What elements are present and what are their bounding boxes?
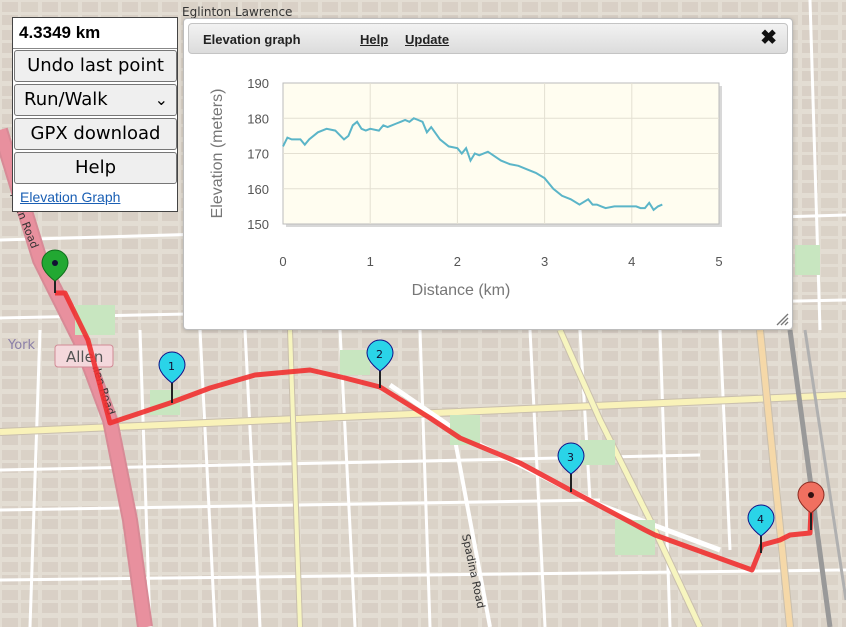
activity-mode-select[interactable]: Run/Walk ⌄ xyxy=(14,84,177,116)
waypoint-marker-1[interactable]: 1 xyxy=(158,351,186,403)
york-label: York xyxy=(7,338,36,353)
y-tick-label: 180 xyxy=(247,111,269,126)
close-icon[interactable]: ✖ xyxy=(760,27,777,49)
x-tick-label: 0 xyxy=(279,254,286,269)
y-axis-label: Elevation (meters) xyxy=(209,89,226,219)
y-tick-label: 190 xyxy=(247,76,269,91)
end-marker[interactable] xyxy=(797,481,825,530)
start-marker[interactable] xyxy=(41,249,69,293)
route-control-panel: 4.3349 km Undo last point Run/Walk ⌄ GPX… xyxy=(12,17,178,212)
y-tick-label: 170 xyxy=(247,147,269,162)
dialog-header[interactable]: Elevation graph Help Update ✖ xyxy=(188,23,788,54)
gpx-download-button[interactable]: GPX download xyxy=(14,118,177,150)
waypoint-marker-4[interactable]: 4 xyxy=(747,504,775,553)
chart-plot-area: 0 1 2 3 4 5 150 160 170 180 190 Distance (km) Elevat… xyxy=(209,76,723,299)
total-distance: 4.3349 km xyxy=(13,18,177,49)
chevron-down-icon: ⌄ xyxy=(154,90,168,109)
dialog-update-link[interactable]: Update xyxy=(405,32,450,47)
waypoint-4-number: 4 xyxy=(757,513,764,526)
elevation-chart: 0 1 2 3 4 5 150 160 170 180 190 Distance (km) Elevat… xyxy=(209,76,723,299)
x-axis-label: Distance (km) xyxy=(412,282,511,299)
waypoint-3-number: 3 xyxy=(567,451,574,464)
elevation-graph-link[interactable]: Elevation Graph xyxy=(20,189,121,205)
eglinton-label: Eglinton Lawrence xyxy=(182,5,292,19)
help-button[interactable]: Help xyxy=(14,152,177,184)
x-tick-label: 2 xyxy=(454,254,461,269)
resize-handle-icon[interactable] xyxy=(775,312,789,326)
activity-mode-value: Run/Walk xyxy=(24,89,108,110)
elevation-graph-dialog: Elevation graph Help Update ✖ 0 1 2 3 4 5 150 1… xyxy=(183,18,793,330)
x-tick-label: 1 xyxy=(367,254,374,269)
dialog-title: Elevation graph xyxy=(203,32,301,47)
y-tick-label: 160 xyxy=(247,182,269,197)
x-tick-label: 5 xyxy=(715,254,722,269)
undo-last-point-button[interactable]: Undo last point xyxy=(14,50,177,82)
y-tick-label: 150 xyxy=(247,217,269,232)
elevation-series-line xyxy=(282,117,663,212)
allen-shield-text: Allen xyxy=(66,348,103,366)
waypoint-2-number: 2 xyxy=(376,348,383,361)
x-tick-label: 3 xyxy=(541,254,548,269)
waypoint-1-number: 1 xyxy=(168,360,175,373)
allen-road-shield: Allen xyxy=(54,344,114,368)
waypoint-marker-3[interactable]: 3 xyxy=(557,442,585,492)
dialog-help-link[interactable]: Help xyxy=(360,32,389,47)
route-line[interactable] xyxy=(55,290,814,573)
x-tick-label: 4 xyxy=(628,254,635,269)
waypoint-marker-2[interactable]: 2 xyxy=(366,339,394,388)
